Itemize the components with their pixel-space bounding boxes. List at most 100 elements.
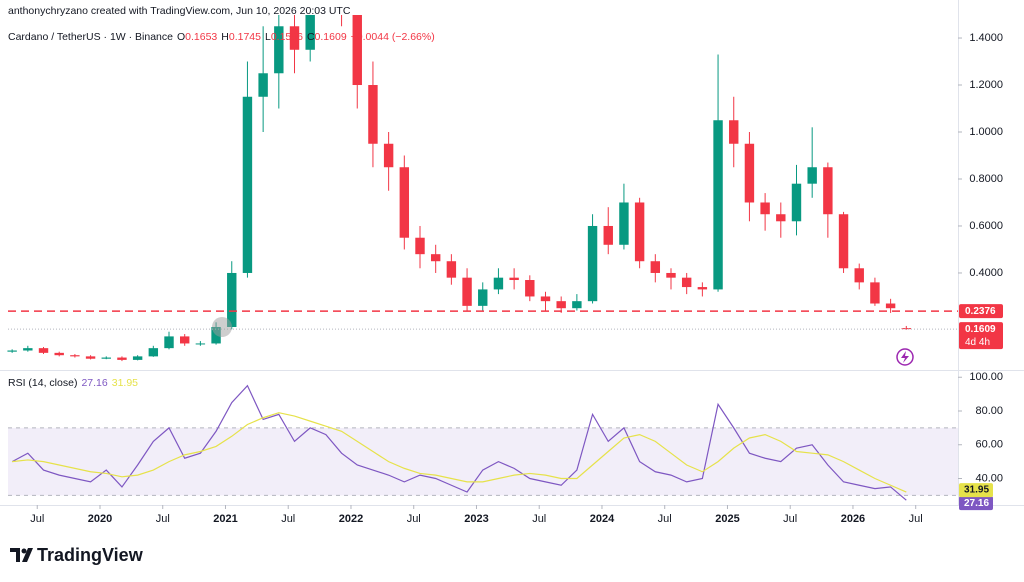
candle-body xyxy=(760,202,770,215)
candle-body xyxy=(823,167,833,215)
y-tick-label: 0.8000 xyxy=(969,173,1003,185)
candle-body xyxy=(838,214,849,269)
ohlc-value: 0.1653 xyxy=(185,31,217,43)
credit: anthonychryzano created with TradingView… xyxy=(8,5,351,17)
candle-body xyxy=(713,120,723,290)
candle-body xyxy=(446,261,457,278)
candle-body xyxy=(901,328,912,330)
candle-body xyxy=(23,348,33,351)
alert-bolt xyxy=(901,351,909,363)
x-tick-label: Jul xyxy=(658,513,672,525)
rsi-value-box xyxy=(959,483,993,498)
ohlc-value: 0.1609 xyxy=(315,31,347,43)
candle-body xyxy=(619,202,629,245)
y-tick-label: 80.00 xyxy=(975,405,1003,417)
x-tick-label: Jul xyxy=(909,513,923,525)
hline-label: 0.2376 xyxy=(965,306,996,317)
candle-body xyxy=(744,143,755,203)
candle-body xyxy=(383,143,394,168)
candle-body xyxy=(697,287,708,290)
candle-body xyxy=(195,343,206,345)
y-tick-label: 60.00 xyxy=(975,439,1003,451)
candle-body xyxy=(634,202,645,262)
candle-body xyxy=(870,282,880,304)
candle-body xyxy=(132,356,143,360)
candle-body xyxy=(525,280,535,297)
y-tick-label: 0.6000 xyxy=(969,220,1003,232)
candle-body xyxy=(38,348,49,353)
candle-body xyxy=(54,352,64,356)
candle-body xyxy=(117,357,127,360)
x-tick-label: Jul xyxy=(281,513,295,525)
candle-body xyxy=(258,73,268,97)
logo-mark xyxy=(10,548,33,562)
symbol-header: Cardano / TetherUS · 1W · Binance O0.1653… xyxy=(8,31,435,43)
candle-body xyxy=(556,301,566,309)
candle-body xyxy=(681,277,692,288)
x-tick-label: Jul xyxy=(783,513,797,525)
candle-body xyxy=(776,214,786,222)
candle-body xyxy=(791,183,802,222)
candle-body xyxy=(509,277,519,281)
countdown: 4d 4h xyxy=(965,337,990,348)
candle-body xyxy=(164,336,174,349)
candle-body xyxy=(807,167,817,184)
last-price-label: 0.1609 xyxy=(965,324,996,335)
ohlc-label: O xyxy=(177,31,185,43)
ohlc-label: L xyxy=(265,31,271,43)
candle-body xyxy=(7,350,17,352)
x-tick-label: 2024 xyxy=(590,513,615,525)
candle-body xyxy=(462,277,472,306)
candle-body xyxy=(854,268,864,283)
y-tick-label: 1.0000 xyxy=(969,126,1003,138)
candle-body xyxy=(603,225,613,245)
x-tick-label: Jul xyxy=(532,513,546,525)
candle-body xyxy=(179,336,190,344)
ohlc-label: H xyxy=(221,31,229,43)
candle-body xyxy=(211,327,221,344)
rsi-value-label: 27.16 xyxy=(964,498,989,509)
alert-icon xyxy=(896,348,914,366)
candle-body xyxy=(478,289,488,306)
x-tick-label: 2026 xyxy=(841,513,865,525)
price-pane xyxy=(7,15,958,362)
candle-body xyxy=(101,357,111,359)
logo-dot xyxy=(21,548,27,554)
hline-label-box xyxy=(959,304,1003,319)
candle-body xyxy=(493,277,504,290)
rsi-current: 31.95 xyxy=(112,377,138,389)
rsi-pane xyxy=(8,384,958,501)
candle-body xyxy=(85,356,96,359)
rsi-title: RSI (14, close) xyxy=(8,377,77,389)
candle-body xyxy=(650,261,661,273)
candle-body xyxy=(885,303,896,309)
rsi-band xyxy=(8,427,958,496)
x-tick-label: Jul xyxy=(407,513,421,525)
candle-body xyxy=(572,301,582,309)
brand: TradingView xyxy=(37,545,144,565)
x-tick-label: 2022 xyxy=(339,513,363,525)
candle-body xyxy=(368,85,378,144)
highlight-marker xyxy=(212,317,232,337)
rsi-header: RSI (14, close) 27.16 31.95 xyxy=(8,377,138,389)
change: −0.0044 (−2.66%) xyxy=(351,31,435,43)
overlay: Cardano / TetherUS · 1W · Binance O0.1653… xyxy=(8,31,1003,525)
candle-body xyxy=(430,254,441,262)
candle-body xyxy=(242,96,253,273)
rsi-value-box xyxy=(959,496,993,511)
y-tick-label: 1.2000 xyxy=(969,79,1003,91)
last-price-box xyxy=(959,322,1003,350)
candle-body xyxy=(352,15,362,86)
x-tick-label: 2025 xyxy=(715,513,739,525)
ohlc-label: C xyxy=(307,31,315,43)
candle-body xyxy=(274,26,284,74)
x-tick-label: Jul xyxy=(30,513,44,525)
candle-body xyxy=(148,348,159,357)
rsi-line xyxy=(12,412,907,493)
candle-body xyxy=(70,355,80,357)
candle-body xyxy=(587,225,598,302)
y-tick-label: 1.4000 xyxy=(969,32,1003,44)
y-tick-label: 0.4000 xyxy=(969,267,1003,279)
